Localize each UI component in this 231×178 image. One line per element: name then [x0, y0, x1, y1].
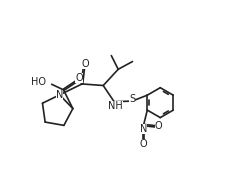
Text: O: O — [81, 59, 88, 69]
Text: NH: NH — [108, 101, 122, 111]
Text: HO: HO — [31, 77, 46, 87]
Text: O: O — [154, 121, 162, 131]
Text: O: O — [139, 139, 147, 149]
Text: O: O — [75, 73, 82, 83]
Text: S: S — [129, 94, 135, 104]
Text: N: N — [139, 124, 147, 134]
Text: N: N — [56, 90, 63, 100]
